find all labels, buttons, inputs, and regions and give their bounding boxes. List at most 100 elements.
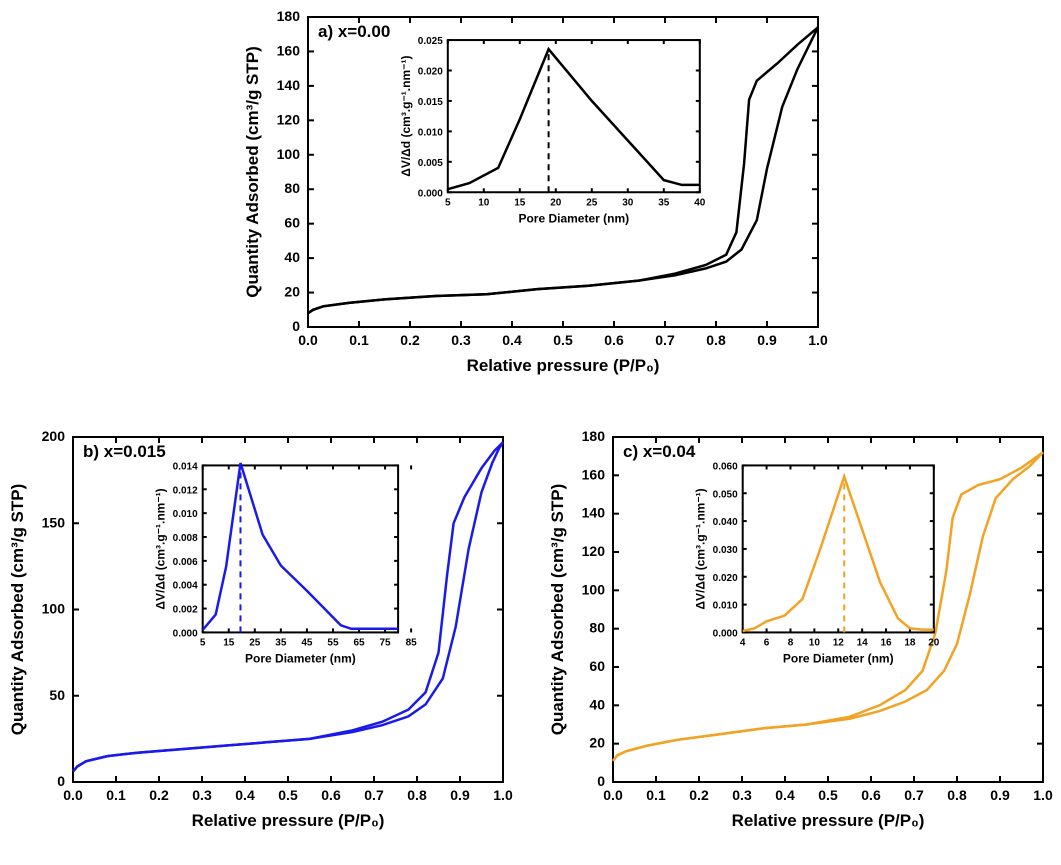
svg-text:0.010: 0.010 [713,601,738,612]
xlabel: Relative pressure (P/P₀) [732,811,925,830]
svg-text:0.4: 0.4 [235,787,255,803]
svg-text:40: 40 [284,249,300,265]
svg-text:0.6: 0.6 [604,332,624,348]
svg-text:0.5: 0.5 [278,787,298,803]
svg-text:0.5: 0.5 [553,332,573,348]
svg-text:0.025: 0.025 [418,36,443,47]
svg-text:40: 40 [694,197,706,208]
svg-text:0.9: 0.9 [757,332,777,348]
svg-text:5: 5 [200,637,206,648]
svg-text:80: 80 [589,620,605,636]
svg-text:35: 35 [275,637,287,648]
svg-text:85: 85 [406,637,418,648]
svg-text:20: 20 [928,637,940,648]
svg-text:25: 25 [586,197,598,208]
inset-ylabel: ΔV/Δd (cm³.g⁻¹.nm⁻¹) [399,56,413,177]
inset-c: 4681012141618200.0000.0100.0200.0300.040… [694,461,940,665]
ylabel: Quantity Adsorbed (cm³/g STP) [548,484,567,736]
svg-text:25: 25 [249,637,261,648]
panel-c: 0.00.10.20.30.40.50.60.70.80.91.00204060… [545,425,1055,840]
svg-text:15: 15 [514,197,526,208]
svg-text:30: 30 [622,197,634,208]
svg-text:1.0: 1.0 [493,787,513,803]
svg-text:0.0: 0.0 [603,787,623,803]
svg-text:0.005: 0.005 [418,158,443,169]
svg-text:65: 65 [353,637,365,648]
chart-c: 0.00.10.20.30.40.50.60.70.80.91.00204060… [545,425,1055,840]
svg-text:0.020: 0.020 [713,573,738,584]
svg-text:0.4: 0.4 [775,787,795,803]
svg-text:0.2: 0.2 [149,787,169,803]
svg-text:12: 12 [833,637,845,648]
panel-b: 0.00.10.20.30.40.50.60.70.80.91.00501001… [5,425,515,840]
xlabel: Relative pressure (P/P₀) [467,356,660,375]
svg-text:0.040: 0.040 [713,517,738,528]
inset-a: 5101520253035400.0000.0050.0100.0150.020… [399,36,706,225]
svg-text:0.6: 0.6 [861,787,881,803]
svg-text:0: 0 [597,773,605,789]
svg-text:0.000: 0.000 [173,628,198,639]
panel-title: a) x=0.00 [318,22,390,41]
svg-text:0.050: 0.050 [713,489,738,500]
svg-text:0.000: 0.000 [713,628,738,639]
svg-text:0.0: 0.0 [63,787,83,803]
inset-xlabel: Pore Diameter (nm) [518,211,629,225]
svg-text:0.000: 0.000 [418,188,443,199]
svg-text:140: 140 [582,505,606,521]
svg-text:10: 10 [478,197,490,208]
svg-text:100: 100 [582,581,606,597]
inset-ylabel: ΔV/Δd (cm³.g⁻¹.nm⁻¹) [694,488,708,609]
svg-text:8: 8 [788,637,794,648]
svg-text:100: 100 [42,601,66,617]
svg-text:0.8: 0.8 [706,332,726,348]
xlabel: Relative pressure (P/P₀) [192,811,385,830]
svg-text:14: 14 [857,637,869,648]
svg-text:0.5: 0.5 [818,787,838,803]
svg-text:1.0: 1.0 [1033,787,1053,803]
svg-text:45: 45 [301,637,313,648]
svg-text:0.3: 0.3 [732,787,752,803]
svg-text:50: 50 [49,687,65,703]
svg-text:0.060: 0.060 [713,461,738,472]
svg-text:0: 0 [57,773,65,789]
svg-text:0.7: 0.7 [904,787,924,803]
svg-text:20: 20 [284,284,300,300]
svg-text:180: 180 [277,8,301,24]
inset-xlabel: Pore Diameter (nm) [245,651,356,665]
svg-text:0.015: 0.015 [418,97,443,108]
svg-text:60: 60 [589,658,605,674]
svg-text:5: 5 [445,197,451,208]
svg-text:160: 160 [277,42,301,58]
svg-text:15: 15 [223,637,235,648]
svg-text:0: 0 [292,318,300,334]
svg-text:1.0: 1.0 [808,332,828,348]
svg-text:40: 40 [589,696,605,712]
svg-text:0.9: 0.9 [450,787,470,803]
inset-xlabel: Pore Diameter (nm) [783,651,894,665]
svg-text:10: 10 [809,637,821,648]
svg-text:100: 100 [277,146,301,162]
panel-title: b) x=0.015 [83,442,166,461]
inset-ylabel: ΔV/Δd (cm³.g⁻¹.nm⁻¹) [154,488,168,609]
panel-a: 0.00.10.20.30.40.50.60.70.80.91.00204060… [240,5,830,385]
chart-b: 0.00.10.20.30.40.50.60.70.80.91.00501001… [5,425,515,840]
chart-a: 0.00.10.20.30.40.50.60.70.80.91.00204060… [240,5,830,385]
svg-text:120: 120 [582,543,606,559]
svg-text:0.006: 0.006 [173,557,198,568]
svg-text:0.1: 0.1 [646,787,666,803]
ylabel: Quantity Adsorbed (cm³/g STP) [243,46,262,298]
svg-text:35: 35 [658,197,670,208]
svg-text:0.8: 0.8 [947,787,967,803]
svg-text:20: 20 [550,197,562,208]
svg-text:0.002: 0.002 [173,605,198,616]
svg-text:0.020: 0.020 [418,66,443,77]
ylabel: Quantity Adsorbed (cm³/g STP) [8,484,27,736]
svg-text:20: 20 [589,735,605,751]
panel-title: c) x=0.04 [623,442,696,461]
svg-text:0.004: 0.004 [173,581,198,592]
svg-text:0.3: 0.3 [192,787,212,803]
svg-text:0.8: 0.8 [407,787,427,803]
svg-text:140: 140 [277,77,301,93]
svg-text:0.030: 0.030 [713,545,738,556]
svg-text:0.012: 0.012 [173,485,198,496]
